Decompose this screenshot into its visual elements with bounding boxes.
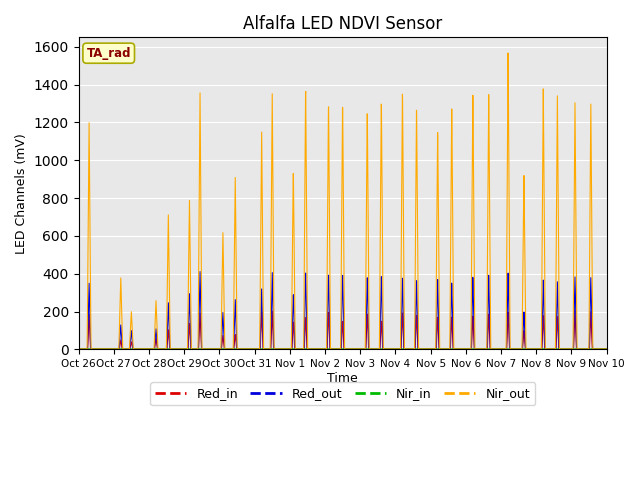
Red_out	[602, 346, 610, 352]
Nir_out	[394, 346, 402, 352]
Nir_out	[75, 346, 83, 352]
Nir_out	[403, 346, 411, 352]
Red_out	[394, 346, 402, 352]
Nir_out	[222, 346, 230, 352]
Red_in	[394, 346, 402, 352]
Red_out	[403, 346, 411, 352]
Nir_in	[603, 346, 611, 352]
Y-axis label: LED Channels (mV): LED Channels (mV)	[15, 133, 28, 254]
Legend: Red_in, Red_out, Nir_in, Nir_out: Red_in, Red_out, Nir_in, Nir_out	[150, 383, 535, 406]
Red_out	[553, 310, 561, 316]
Nir_in	[553, 346, 561, 352]
Red_out	[222, 346, 230, 352]
Red_in	[188, 346, 195, 352]
Red_in	[75, 346, 83, 352]
Red_out	[188, 346, 195, 352]
Red_in	[602, 346, 610, 352]
Red_out	[603, 346, 611, 352]
Red_out	[196, 269, 204, 275]
Nir_in	[403, 346, 411, 352]
Red_in	[553, 334, 561, 340]
X-axis label: Time: Time	[327, 372, 358, 385]
Nir_out	[603, 346, 611, 352]
Nir_out	[504, 50, 512, 56]
Nir_in	[75, 346, 83, 352]
Nir_in	[394, 346, 402, 352]
Nir_in	[188, 346, 195, 352]
Red_in	[403, 346, 411, 352]
Red_out	[75, 346, 83, 352]
Line: Red_out: Red_out	[79, 272, 607, 349]
Text: TA_rad: TA_rad	[86, 47, 131, 60]
Line: Red_in: Red_in	[79, 311, 607, 349]
Nir_out	[188, 346, 195, 352]
Nir_in	[602, 346, 610, 352]
Red_in	[222, 346, 230, 352]
Red_in	[571, 308, 579, 314]
Line: Nir_out: Nir_out	[79, 53, 607, 349]
Nir_out	[602, 346, 610, 352]
Title: Alfalfa LED NDVI Sensor: Alfalfa LED NDVI Sensor	[243, 15, 442, 33]
Red_in	[603, 346, 611, 352]
Nir_out	[553, 190, 561, 195]
Nir_in	[222, 346, 230, 352]
